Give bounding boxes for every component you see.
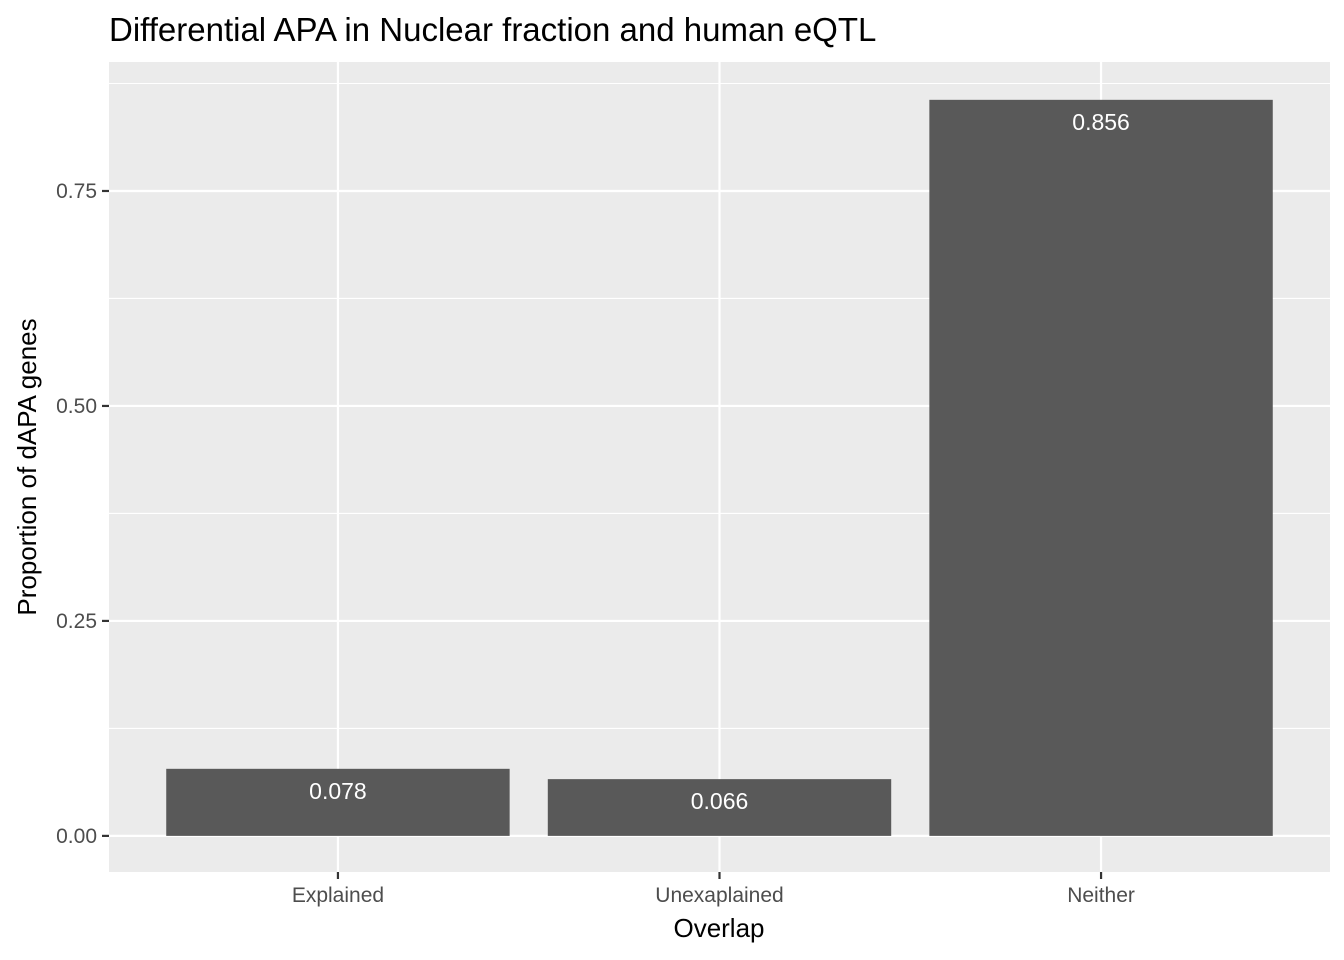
x-tick-label: Unexaplained <box>655 884 783 907</box>
y-tick-label: 0.25 <box>56 610 97 633</box>
bars <box>166 99 1273 836</box>
data-label: 0.078 <box>309 778 367 804</box>
x-tick-label: Explained <box>292 884 384 907</box>
data-label: 0.066 <box>691 788 749 814</box>
x-axis: Explained Unexaplained Neither <box>292 872 1135 907</box>
y-tick-label: 0.00 <box>56 825 97 848</box>
data-labels: 0.078 0.066 0.856 <box>309 109 1130 814</box>
bar <box>166 768 510 836</box>
x-tick-label: Neither <box>1067 884 1135 907</box>
bar <box>547 779 892 836</box>
data-label: 0.856 <box>1072 109 1130 135</box>
y-axis: 0.00 0.25 0.50 0.75 <box>56 180 109 848</box>
y-tick-label: 0.75 <box>56 180 97 203</box>
bar <box>929 99 1273 836</box>
x-axis-title: Overlap <box>673 913 764 943</box>
y-tick-label: 0.50 <box>56 395 97 418</box>
chart-title: Differential APA in Nuclear fraction and… <box>109 11 876 48</box>
y-axis-title: Proportion of dAPA genes <box>12 318 42 615</box>
